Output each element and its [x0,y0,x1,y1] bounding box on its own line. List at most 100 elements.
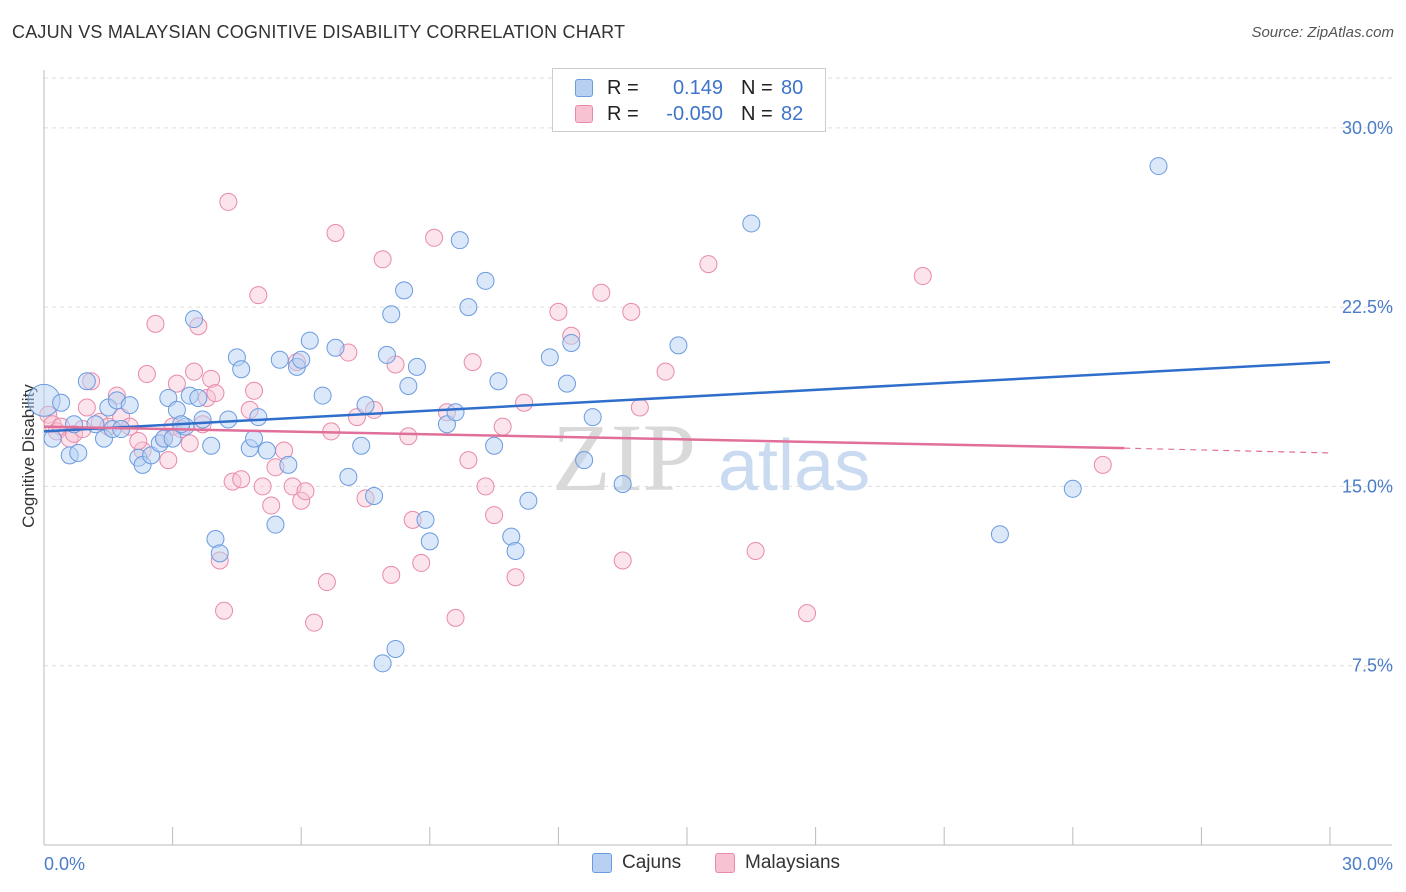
tick-labels: 7.5% 15.0% 22.5% 30.0% 0.0% 30.0% [44,118,1393,874]
cajuns-point [185,310,204,329]
cajuns-point [990,525,1009,544]
cajuns-point [313,386,332,405]
cajuns-point [450,231,469,250]
cajuns-point [395,281,414,300]
cajuns-point [485,436,504,455]
cajuns-point [249,408,268,427]
x-tick-label-0: 0.0% [44,854,85,874]
cajuns-point [557,374,576,393]
y-tick-label-1: 15.0% [1342,476,1393,496]
malaysians-point [262,496,281,515]
malaysians-legend-swatch [715,853,735,873]
cajuns-legend-swatch [592,853,612,873]
watermark-atlas: atlas [718,426,870,506]
cajuns-point [257,441,276,460]
cajuns-point [43,429,62,448]
cajuns-point [326,338,345,357]
y-tick-label-3: 30.0% [1342,118,1393,138]
cajuns-point [377,345,396,364]
malaysians-point [622,302,641,321]
malaysians-point [245,381,264,400]
cajuns-point [540,348,559,367]
cajuns-point [407,357,426,376]
cajuns-point [193,410,212,429]
malaysians-point [476,477,495,496]
cajuns-point [476,271,495,290]
cajuns-point [365,486,384,505]
legend-row-cajuns: R = 0.149 N = 80 [575,77,803,99]
cajuns-point [575,451,594,470]
malaysians-trend-line [43,425,1125,450]
malaysians-point [249,286,268,305]
cajuns-legend-label: Cajuns [622,852,682,873]
malaysians-point [317,573,336,592]
malaysians-point [656,362,675,381]
cajuns-point [69,443,88,462]
cajuns-point [339,467,358,486]
malaysians-point [180,434,199,453]
cajuns-point [416,510,435,529]
malaysians-point [373,250,392,269]
cajuns-point [202,436,221,455]
malaysians-point [305,613,324,632]
cajuns-point [1149,157,1168,176]
cajuns-point [420,532,439,551]
cajuns-point [742,214,761,233]
malaysians-point [253,477,272,496]
cajuns-point [352,436,371,455]
malaysians-point [798,604,817,623]
trend-lines [43,360,1331,454]
cajuns-point [489,372,508,391]
legend-r-label: R = [607,102,639,125]
cajuns-point [270,350,289,369]
cajuns-point [219,410,238,429]
malaysians-point [613,551,632,570]
malaysians-point [77,398,96,417]
bottom-legend-malaysians: Malaysians [715,852,840,874]
legend-r-value: -0.050 [666,102,723,125]
cajuns-point [583,408,602,427]
malaysians-point [515,393,534,412]
bottom-legend-cajuns: Cajuns [592,852,681,874]
malaysians-point [185,362,204,381]
malaysians-point [446,608,465,627]
cajuns-point [373,654,392,673]
y-tick-label-0: 7.5% [1352,656,1393,676]
malaysians-point [399,427,418,446]
malaysians-point [206,384,225,403]
legend-n-label: N = [741,102,773,125]
cajuns-point [52,393,71,412]
malaysians-point [425,228,444,247]
malaysians-point [459,451,478,470]
malaysians-point [167,374,186,393]
malaysians-point [382,565,401,584]
malaysians-point [1093,455,1112,474]
malaysians-point [146,314,165,333]
legend-row-malaysians: R = -0.050 N = 82 [575,103,803,125]
cajuns-swatch [575,79,593,97]
malaysians-point [493,417,512,436]
malaysians-point [549,302,568,321]
cajuns-point [399,377,418,395]
malaysians-point [215,601,234,620]
cajuns-point [562,333,581,352]
malaysians-point [746,541,765,560]
x-tick-label-1: 30.0% [1342,854,1393,874]
cajuns-point [382,305,401,324]
cajuns-trend-line [43,360,1331,433]
malaysians-swatch [575,105,593,123]
malaysians-point [326,224,345,242]
watermark: ZIP atlas [552,404,870,511]
source-label: Source: ZipAtlas.com [1251,24,1394,41]
cajuns-point [506,541,525,560]
cajuns-point [669,336,688,355]
malaysians-point [592,283,611,302]
malaysians-trend-extension [1124,447,1331,454]
cajuns-point [356,396,375,415]
cajuns-point [386,639,405,658]
stats-legend: R = 0.149 N = 80 R = -0.050 N = 82 [552,68,826,132]
cajuns-points [27,157,1168,673]
cajuns-point [245,429,264,448]
legend-r-value: 0.149 [672,76,723,99]
